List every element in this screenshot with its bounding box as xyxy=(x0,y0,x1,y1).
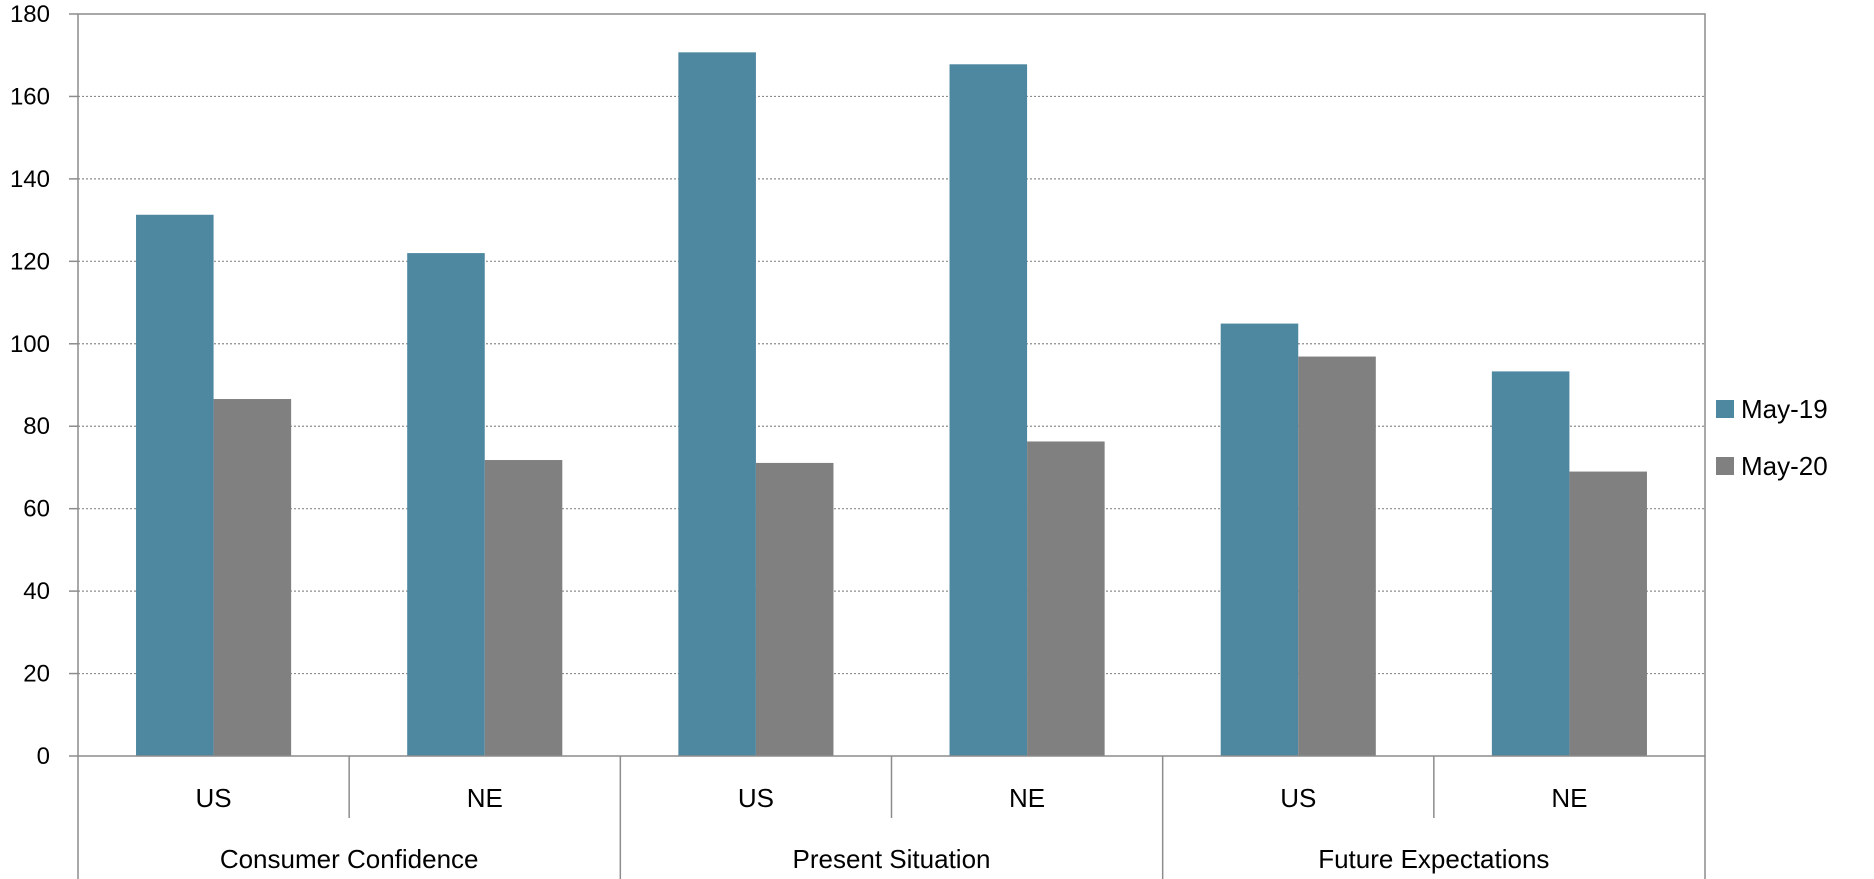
legend: May-19 May-20 xyxy=(1716,394,1828,481)
bar-may-19-future-expectations-us xyxy=(1220,323,1299,756)
y-tick-label: 0 xyxy=(37,743,50,770)
y-tick-label: 40 xyxy=(23,578,50,605)
bar-may-19-future-expectations-ne xyxy=(1491,371,1570,756)
y-tick-label: 140 xyxy=(10,166,50,193)
legend-swatch xyxy=(1716,457,1734,475)
x-subcategory-label: NE xyxy=(467,783,503,813)
x-subcategory-label: US xyxy=(1280,783,1316,813)
legend-label: May-19 xyxy=(1741,394,1828,424)
bar-may-19-present-situation-ne xyxy=(949,64,1028,756)
x-group-label: Present Situation xyxy=(792,844,990,874)
y-tick-labels: 0 20 40 60 80 100 120 140 160 180 xyxy=(10,1,78,770)
plot-border xyxy=(77,13,1706,757)
y-tick-label: 80 xyxy=(23,413,50,440)
bar-may-20-future-expectations-ne xyxy=(1569,471,1647,756)
y-tick-label: 120 xyxy=(10,248,50,275)
legend-swatch xyxy=(1716,400,1734,418)
bar-may-20-future-expectations-us xyxy=(1298,356,1376,756)
axes xyxy=(77,13,1706,757)
bar-may-20-present-situation-ne xyxy=(1027,441,1105,756)
x-subcategory-label: US xyxy=(738,783,774,813)
x-axis-labels: US NE US NE US NE Consumer Confidence Present S… xyxy=(77,756,1706,879)
legend-label: May-20 xyxy=(1741,451,1828,481)
y-tick-label: 180 xyxy=(10,1,50,28)
bars xyxy=(136,52,1647,757)
y-tick-label: 100 xyxy=(10,331,50,358)
x-subcategory-label: US xyxy=(196,783,232,813)
bar-may-20-consumer-confidence-ne xyxy=(484,460,563,756)
bar-may-20-present-situation-us xyxy=(755,462,834,756)
y-tick-label: 60 xyxy=(23,496,50,523)
y-tick-label: 160 xyxy=(10,83,50,110)
x-group-label: Future Expectations xyxy=(1318,844,1549,874)
bar-may-20-consumer-confidence-us xyxy=(213,399,292,756)
bar-may-19-consumer-confidence-ne xyxy=(407,253,485,757)
bar-may-19-present-situation-us xyxy=(678,52,756,756)
y-tick-label: 20 xyxy=(23,661,50,688)
x-group-label: Consumer Confidence xyxy=(220,844,479,874)
gridlines xyxy=(78,95,1705,675)
bar-may-19-consumer-confidence-us xyxy=(136,214,214,757)
x-subcategory-label: NE xyxy=(1009,783,1045,813)
x-subcategory-label: NE xyxy=(1551,783,1587,813)
